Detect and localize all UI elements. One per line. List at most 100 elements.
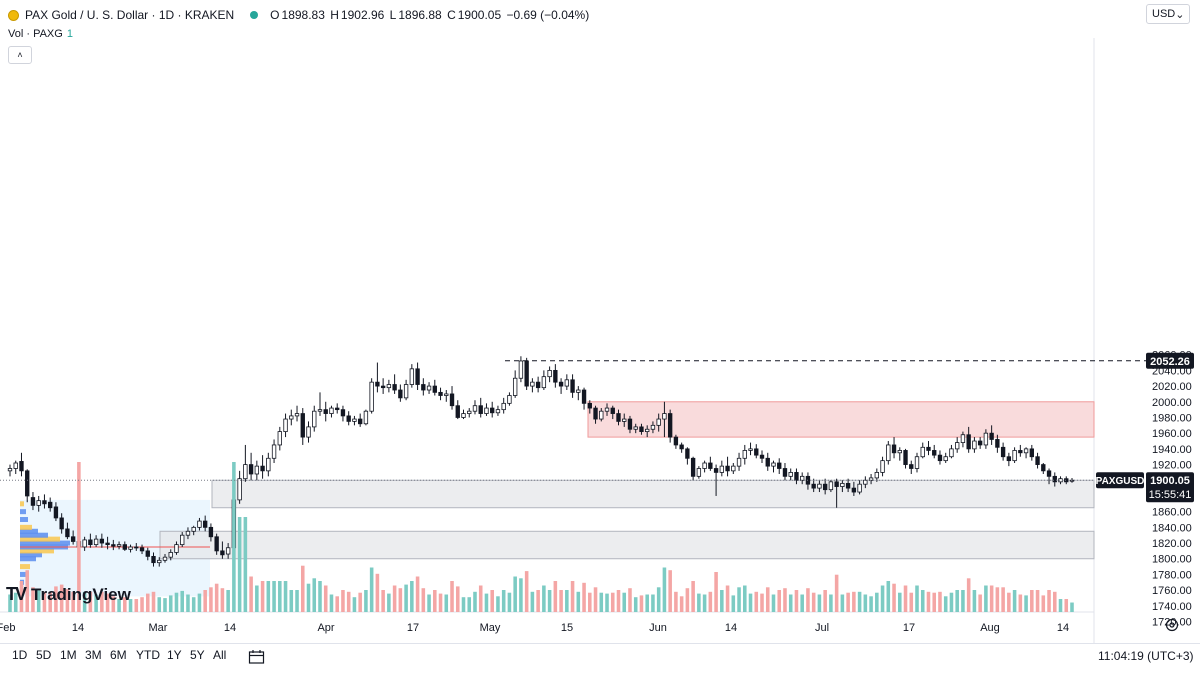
volume-profile-bar bbox=[20, 501, 24, 507]
volume-bar bbox=[857, 591, 862, 612]
candle-up bbox=[283, 418, 288, 433]
x-tick-label: Jul bbox=[815, 622, 829, 634]
zone-support-lower bbox=[159, 530, 1095, 560]
volume-bar bbox=[88, 591, 93, 612]
candle-down bbox=[845, 483, 851, 489]
candle-up bbox=[920, 446, 925, 458]
volume-bar bbox=[668, 570, 672, 612]
candle-down bbox=[977, 440, 983, 446]
candle-up bbox=[82, 539, 87, 548]
candle-down bbox=[335, 407, 340, 411]
volume-profile-bar bbox=[20, 517, 28, 523]
candle-down bbox=[375, 381, 380, 387]
candle-down bbox=[891, 444, 897, 454]
candle-up bbox=[191, 526, 196, 532]
timeframe-5y[interactable]: 5Y bbox=[190, 648, 205, 662]
candle-down bbox=[1000, 446, 1006, 458]
candle-up bbox=[748, 448, 753, 451]
volume-bar bbox=[1070, 602, 1074, 612]
candle-up bbox=[857, 483, 862, 493]
candle-up bbox=[547, 369, 552, 378]
candle-down bbox=[438, 391, 443, 396]
volume-bar bbox=[220, 588, 225, 612]
volume-profile-bar bbox=[20, 564, 30, 570]
volume-bar bbox=[461, 597, 466, 612]
volume-bar bbox=[433, 590, 437, 612]
volume-bar bbox=[352, 597, 357, 612]
volume-bar bbox=[530, 591, 535, 612]
candle-down bbox=[111, 544, 116, 547]
candle-down bbox=[65, 528, 70, 538]
volume-profile-bar bbox=[20, 509, 26, 515]
volume-bar bbox=[691, 581, 695, 612]
candle-down bbox=[1018, 450, 1023, 454]
volume-bar bbox=[312, 578, 317, 612]
volume-bar bbox=[123, 597, 127, 612]
symbol-title[interactable]: PAX Gold / U. S. Dollar · 1D · KRAKEN bbox=[25, 8, 235, 22]
y-tick-label: 1780.00 bbox=[1152, 569, 1192, 581]
candle-up bbox=[116, 544, 122, 547]
candle-up bbox=[955, 442, 960, 450]
symbol-tag-bg bbox=[1096, 472, 1144, 489]
volume-bar bbox=[25, 570, 30, 612]
currency-selector[interactable]: USD ⌄ bbox=[1146, 4, 1190, 24]
paxg-coin-icon bbox=[8, 9, 19, 21]
candle-down bbox=[535, 381, 541, 389]
collapse-legend-button[interactable]: ˄ bbox=[8, 46, 32, 64]
last-price-label-bg bbox=[1146, 472, 1194, 503]
volume-bar bbox=[237, 517, 242, 612]
candle-up bbox=[369, 381, 374, 412]
timeframe-ytd[interactable]: YTD bbox=[136, 648, 160, 662]
timeframe-1d[interactable]: 1D bbox=[12, 648, 28, 662]
volume-bar bbox=[1052, 591, 1057, 612]
volume-bar bbox=[616, 590, 621, 612]
volume-bar bbox=[105, 593, 110, 612]
volume-bar bbox=[318, 581, 322, 612]
volume-bar bbox=[295, 590, 299, 612]
candle-up bbox=[886, 444, 891, 462]
volume-bar bbox=[289, 590, 294, 612]
volume-bar bbox=[553, 581, 558, 612]
candle-up bbox=[36, 500, 41, 506]
timeframe-3m[interactable]: 3M bbox=[85, 648, 102, 662]
volume-bar bbox=[720, 590, 724, 612]
timeframe-5d[interactable]: 5D bbox=[36, 648, 52, 662]
candle-down bbox=[1046, 470, 1052, 477]
x-tick-label: 14 bbox=[72, 622, 84, 634]
volume-bar bbox=[1047, 590, 1051, 612]
candle-up bbox=[266, 457, 271, 472]
candle-down bbox=[937, 454, 943, 462]
chart-settings-icon[interactable] bbox=[1164, 617, 1180, 633]
candle-up bbox=[168, 552, 173, 558]
candle-up bbox=[7, 468, 13, 472]
timeframe-6m[interactable]: 6M bbox=[110, 648, 127, 662]
volume-bar bbox=[77, 462, 81, 612]
candle-down bbox=[570, 379, 575, 393]
timeframe-all[interactable]: All bbox=[213, 648, 227, 662]
candle-up bbox=[444, 393, 449, 396]
candle-up bbox=[817, 483, 822, 489]
candle-up bbox=[512, 377, 518, 396]
candle-up bbox=[914, 456, 920, 469]
clock-timezone[interactable]: 11:04:19 (UTC+3) bbox=[1098, 649, 1194, 663]
candle-up bbox=[162, 556, 168, 561]
candle-up bbox=[128, 546, 133, 550]
candle-up bbox=[472, 405, 478, 412]
volume-bar bbox=[496, 596, 500, 612]
volume-bar bbox=[232, 462, 236, 612]
date-range-icon[interactable] bbox=[248, 649, 266, 665]
price-chart[interactable]: 1720.001740.001760.001780.001800.001820.… bbox=[0, 0, 1200, 643]
candle-down bbox=[415, 368, 420, 385]
timeframe-1y[interactable]: 1Y bbox=[167, 648, 182, 662]
candle-up bbox=[426, 385, 432, 391]
candle-down bbox=[214, 536, 219, 552]
volume-bar bbox=[949, 592, 954, 612]
timeframe-1m[interactable]: 1M bbox=[60, 648, 77, 662]
volume-bar bbox=[180, 590, 184, 612]
volume-bar bbox=[507, 592, 512, 612]
volume-bar bbox=[65, 589, 70, 612]
candle-down bbox=[558, 381, 564, 387]
candle-down bbox=[323, 409, 328, 414]
volume-bar bbox=[765, 587, 770, 612]
